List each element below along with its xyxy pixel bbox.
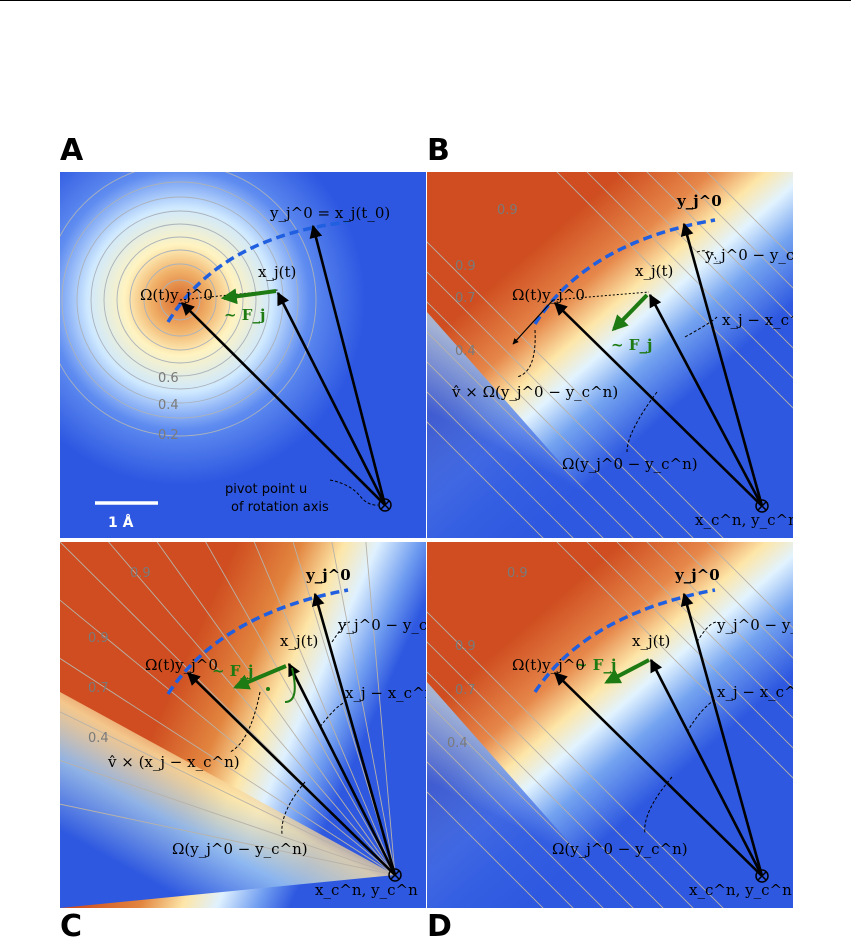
panel-a-label: A <box>60 133 84 168</box>
right-angle-dot <box>266 687 270 691</box>
contour-label: 0.9 <box>455 259 476 274</box>
omega-y-label: Ω(t)y_j^0 <box>140 286 213 304</box>
pivot-cross <box>380 500 390 510</box>
rot-label: Ω(y_j^0 − y_c^n) <box>172 840 308 858</box>
y0-label: y_j^0 <box>305 566 351 584</box>
panel-b: 0.9 0.9 0.7 0.4 ~ F_j Ω(t)y_j^0 x_j(t) y… <box>427 172 793 538</box>
panel-b-label: B <box>427 133 450 168</box>
leader-lines <box>644 621 718 835</box>
omega-y-label: Ω(t)y_j^0 <box>145 656 218 674</box>
contour-label: 0.4 <box>88 731 109 746</box>
potential-field-lower <box>60 692 395 908</box>
vector-omega-y <box>554 672 763 877</box>
force-arrow <box>220 288 277 305</box>
vector-omega-y <box>554 302 763 507</box>
contour-label: 0.7 <box>455 291 476 306</box>
vector-cross <box>512 299 554 345</box>
vector-omega-y <box>187 672 396 876</box>
contour-label: 0.7 <box>88 681 109 696</box>
pivot-cross <box>757 871 767 881</box>
pivot-leader <box>329 479 379 506</box>
displacement-line <box>552 291 650 301</box>
contour-label: 0.4 <box>447 736 468 751</box>
rot-label: Ω(y_j^0 − y_c^n) <box>562 455 698 473</box>
force-label: ~ F_j <box>611 336 652 354</box>
panel-c: 0.9 0.9 0.7 0.4 ~ F_j Ω(t)y_j^0 x_j(t) y… <box>60 542 426 908</box>
vector-x <box>276 291 387 506</box>
contour-lines <box>60 172 317 437</box>
diff-x-label: x_j − x_c^n <box>717 683 793 701</box>
diff-x-label: x_j − x_c^n <box>345 684 426 702</box>
vector-y0 <box>680 222 764 507</box>
vector-x <box>648 293 764 507</box>
cross-label: v̂ × Ω(y_j^0 − y_c^n) <box>451 383 618 401</box>
rotation-arc <box>533 588 716 693</box>
scale-label: 1 Å <box>108 514 134 531</box>
center-label: x_c^n, y_c^n <box>695 511 793 529</box>
pivot-symbol <box>755 499 769 513</box>
y0-label: y_j^0 = x_j(t_0) <box>269 204 390 222</box>
force-label: ~ F_j <box>212 662 253 680</box>
diff-x-label: x_j − x_c^n <box>722 311 793 329</box>
pivot-symbol <box>378 498 392 512</box>
vector-y0 <box>680 592 764 877</box>
contour-label: 0.9 <box>497 203 518 218</box>
omega-y-label: Ω(t)y_j^0 <box>512 656 585 674</box>
vector-omega-y <box>181 302 386 506</box>
center-label: x_c^n, y_c^n <box>689 881 792 899</box>
vector-y0 <box>309 224 387 506</box>
contour-label: 0.4 <box>455 344 476 359</box>
vector-x <box>649 658 764 877</box>
contour-lines <box>427 542 793 908</box>
contour-label: 0.9 <box>130 566 151 581</box>
pivot-label-1: pivot point u <box>225 482 307 497</box>
contour-label: 0.9 <box>88 631 109 646</box>
contour-label: 0.4 <box>158 398 179 413</box>
x-label: x_j(t) <box>258 263 296 281</box>
omega-y-label: Ω(t)y_j^0 <box>512 286 585 304</box>
diff-y-label: y_j^0 − y_c^n <box>337 616 426 634</box>
contour-lines <box>427 172 793 538</box>
panel-d: 0.9 0.9 0.7 0.4 ~ F_j Ω(t)y_j^0 x_j(t) y… <box>427 542 793 908</box>
force-label: ~ F_j <box>224 306 265 324</box>
center-label: x_c^n, y_c^n <box>315 881 418 899</box>
panel-c-label: C <box>60 909 83 944</box>
pivot-cross <box>390 870 400 880</box>
contour-label: 0.9 <box>455 639 476 654</box>
contour-label: 0.6 <box>158 371 179 386</box>
vector-x <box>287 662 397 876</box>
right-angle-arc <box>284 667 296 703</box>
force-arrow <box>604 658 650 684</box>
pivot-symbol <box>388 868 402 882</box>
force-arrow <box>233 664 287 690</box>
force-arrow <box>611 293 649 332</box>
contour-label: 0.2 <box>158 428 179 443</box>
vector-y0 <box>311 592 397 876</box>
x-label: x_j(t) <box>632 632 670 650</box>
contour-label: 0.9 <box>507 566 528 581</box>
leader-lines <box>229 621 351 835</box>
panel-d-label: D <box>427 909 452 944</box>
diff-y-label: y_j^0 − y_c^n <box>716 616 793 634</box>
pivot-cross <box>757 501 767 511</box>
contour-label: 0.7 <box>455 683 476 698</box>
force-label: ~ F_j <box>575 656 616 674</box>
y0-label: y_j^0 <box>674 566 720 584</box>
pivot-symbol <box>755 869 769 883</box>
panel-a: 0.6 0.4 0.2 Ω(t)y_j^0 x_j(t) y_j^0 = x_j… <box>60 172 426 538</box>
leader-lines <box>516 250 718 453</box>
cross-label: v̂ × (x_j − x_c^n) <box>107 753 240 771</box>
y0-label: y_j^0 <box>676 192 722 210</box>
rot-label: Ω(y_j^0 − y_c^n) <box>552 840 688 858</box>
x-label: x_j(t) <box>280 632 318 650</box>
diff-y-label: y_j^0 − y_c^n <box>704 246 793 264</box>
x-label: x_j(t) <box>635 262 673 280</box>
top-rule <box>0 0 851 1</box>
pivot-label-2: of rotation axis <box>231 500 329 515</box>
